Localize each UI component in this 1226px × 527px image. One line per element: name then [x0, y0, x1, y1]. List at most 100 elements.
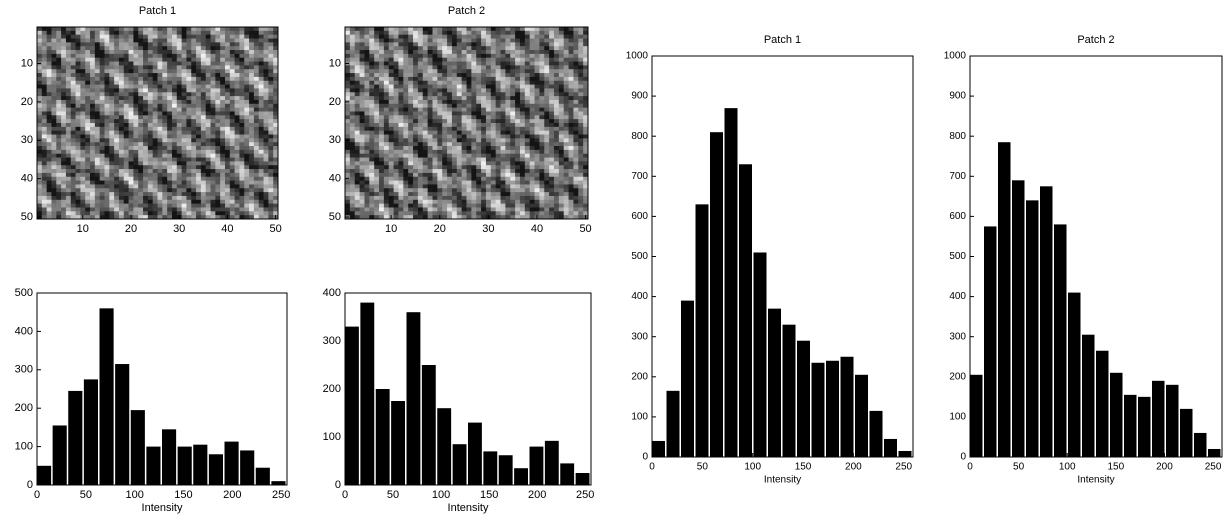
pixel [143, 177, 148, 181]
pixel [515, 88, 520, 92]
pixel [559, 127, 564, 131]
pixel [109, 39, 114, 43]
pixel [129, 200, 134, 204]
pixel [158, 46, 163, 50]
pixel [249, 88, 254, 92]
pixel [143, 65, 148, 69]
pixel [481, 184, 486, 188]
pixel [47, 204, 52, 208]
pixel [148, 31, 153, 35]
pixel [76, 138, 81, 142]
pixel [423, 196, 428, 200]
pixel [501, 146, 506, 150]
pixel [520, 123, 525, 127]
pixel [505, 150, 510, 154]
pixel [403, 58, 408, 62]
pixel [452, 115, 457, 119]
pixel [239, 204, 244, 208]
pixel [452, 165, 457, 169]
pixel [578, 115, 583, 119]
pixel [114, 46, 119, 50]
pixel [80, 58, 85, 62]
pixel [476, 39, 481, 43]
pixel [467, 165, 472, 169]
pixel [61, 46, 66, 50]
pixel [42, 104, 47, 108]
pixel [486, 100, 491, 104]
pixel [244, 104, 249, 108]
pixel [71, 142, 76, 146]
pixel [201, 127, 206, 131]
pixel [225, 96, 230, 100]
pixel [462, 119, 467, 123]
pixel [56, 85, 61, 89]
pixel [143, 35, 148, 39]
pixel [418, 27, 423, 31]
pixel [76, 161, 81, 165]
pixel [501, 200, 506, 204]
pixel [129, 188, 134, 192]
pixel [452, 181, 457, 185]
pixel [389, 54, 394, 58]
pixel [564, 46, 569, 50]
pixel [408, 100, 413, 104]
pixel [61, 108, 66, 112]
pixel [389, 192, 394, 196]
pixel [573, 154, 578, 158]
pixel [379, 69, 384, 73]
pixel [148, 69, 153, 73]
pixel [225, 165, 230, 169]
pixel [71, 192, 76, 196]
pixel [457, 150, 462, 154]
pixel [350, 81, 355, 85]
pixel [85, 50, 90, 54]
pixel [100, 158, 105, 162]
pixel [61, 123, 66, 127]
pixel [61, 161, 66, 165]
pixel [268, 58, 273, 62]
pixel [244, 96, 249, 100]
pixel [201, 39, 206, 43]
pixel [559, 161, 564, 165]
pixel [196, 184, 201, 188]
pixel [133, 192, 138, 196]
pixel [153, 119, 158, 123]
pixel [220, 184, 225, 188]
pixel [457, 177, 462, 181]
pixel [501, 204, 506, 208]
pixel [119, 100, 124, 104]
pixel [129, 92, 134, 96]
pixel [432, 58, 437, 62]
pixel [51, 181, 56, 185]
pixel [71, 165, 76, 169]
pixel [129, 58, 134, 62]
pixel [408, 181, 413, 185]
pixel [559, 150, 564, 154]
pixel [211, 100, 216, 104]
pixel [569, 207, 574, 211]
pixel [143, 207, 148, 211]
pixel [114, 39, 119, 43]
pixel [172, 96, 177, 100]
pixel [418, 54, 423, 58]
pixel [462, 188, 467, 192]
pixel [535, 100, 540, 104]
pixel [447, 150, 452, 154]
pixel [355, 62, 360, 66]
pixel [90, 127, 95, 131]
pixel [428, 165, 433, 169]
pixel [476, 150, 481, 154]
pixel [158, 177, 163, 181]
pixel [535, 88, 540, 92]
pixel [230, 146, 235, 150]
pixel [447, 46, 452, 50]
pixel [481, 142, 486, 146]
pixel [442, 39, 447, 43]
pixel [544, 111, 549, 115]
pixel [355, 142, 360, 146]
pixel [496, 65, 501, 69]
pixel [442, 31, 447, 35]
pixel [61, 150, 66, 154]
pixel [191, 188, 196, 192]
pixel [133, 135, 138, 139]
